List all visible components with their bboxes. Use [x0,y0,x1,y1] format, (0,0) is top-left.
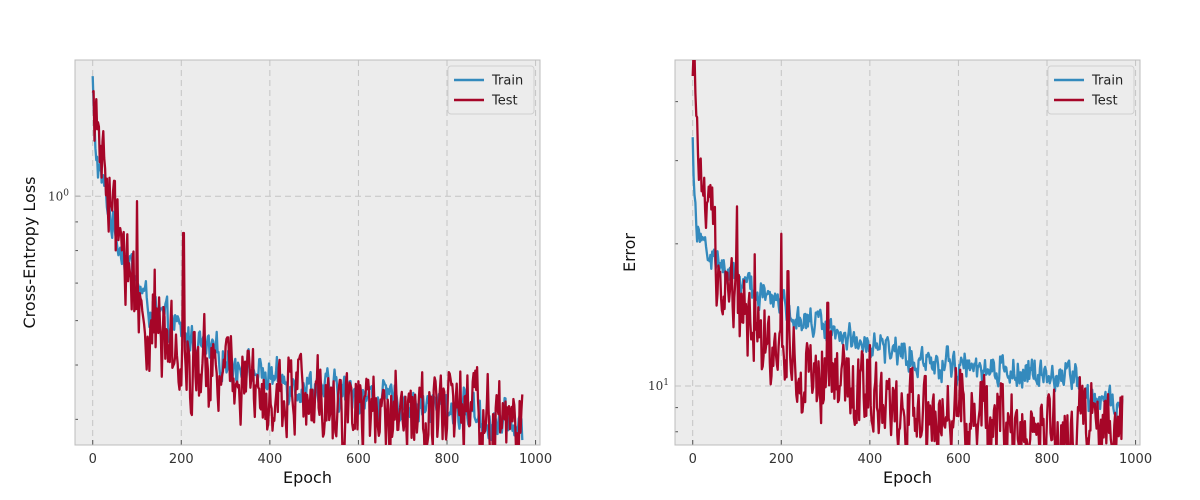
x-tick-label: 800 [1035,452,1060,467]
legend-box [1047,65,1135,115]
x-tick-label: 400 [257,452,282,467]
y-tick-base: 10 [648,379,663,393]
loss-chart-panel: 0 200 400 600 800 1000100TrainTestEpochCross-… [20,59,552,487]
x-tick-label: 1000 [519,452,552,467]
series-group [91,76,524,445]
x-tick-label: 0 [89,452,97,467]
x-tick-label: 200 [769,452,794,467]
error-chart-panel: 0 200 400 600 800 1000 101 Train Test Epoch Error [620,59,1152,487]
series-group [691,60,1124,445]
y-axis-label: Cross-Entropy Loss [20,177,39,329]
x-tick-label: 600 [346,452,371,467]
series-line-train [691,137,1124,427]
legend-label-test: Test [1091,94,1118,109]
x-tick-label: 400 [857,452,882,467]
plot-area [675,60,1140,445]
x-tick-label: 800 [435,452,460,467]
y-tick-label: 101 [648,378,669,393]
x-tick-label: 1000 [1119,452,1152,467]
plot-frame [74,59,541,446]
legend-label-train: Train [491,74,523,89]
x-axis-label: Epoch [283,468,332,487]
x-tick-label: 600 [946,452,971,467]
y-tick-base: 10 [48,189,63,203]
x-axis-label: Epoch [883,468,932,487]
y-tick-exponent: 0 [63,188,69,198]
y-axis-label: Error [620,233,639,272]
legend-label-test: Test [491,94,518,109]
legend-label-train: Train [1091,74,1123,89]
x-tick-label: 200 [169,452,194,467]
x-tick-label: 0 [689,452,697,467]
y-tick-label: 100 [48,188,69,203]
legend-box [447,65,535,115]
series-line-test [91,89,524,445]
y-tick-exponent: 1 [663,378,669,388]
series-line-test [691,60,1124,445]
